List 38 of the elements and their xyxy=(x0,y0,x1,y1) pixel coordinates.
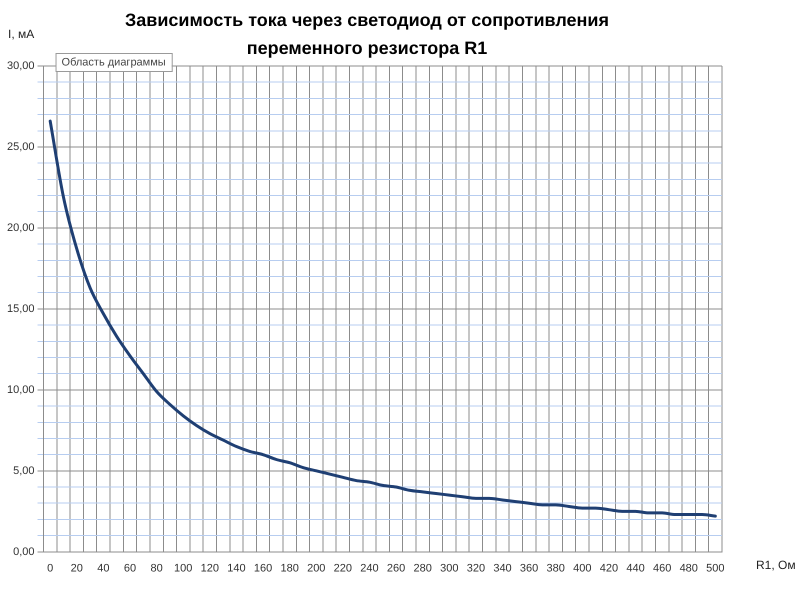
x-tick-label: 20 xyxy=(70,562,83,574)
y-tick-label: 30,00 xyxy=(6,60,35,72)
x-tick-label: 400 xyxy=(573,562,592,574)
y-tick-label: 15,00 xyxy=(6,302,35,315)
x-tick-label: 480 xyxy=(680,562,698,574)
x-tick-label: 340 xyxy=(493,562,512,574)
y-axis-title: I, мА xyxy=(8,27,34,41)
x-tick-label: 140 xyxy=(227,562,246,574)
x-tick-label: 0 xyxy=(47,562,54,574)
x-tick-label: 120 xyxy=(200,562,219,574)
x-tick-label: 320 xyxy=(466,562,486,574)
x-tick-label: 220 xyxy=(334,562,352,574)
x-tick-label: 180 xyxy=(280,562,299,574)
x-tick-label: 500 xyxy=(706,562,725,574)
y-tick-label: 10,00 xyxy=(6,384,35,396)
x-tick-label: 460 xyxy=(652,562,672,574)
x-tick-label: 360 xyxy=(520,562,538,574)
annotation: Область диаграммы xyxy=(62,56,166,69)
x-tick-label: 100 xyxy=(174,562,192,574)
y-tick-label: 25,00 xyxy=(6,141,35,153)
y-tick-label: 20,00 xyxy=(6,222,35,234)
x-tick-label: 440 xyxy=(626,562,645,574)
x-tick-label: 420 xyxy=(600,562,618,574)
x-tick-label: 280 xyxy=(413,562,432,574)
chart-title: Зависимость тока через светодиод от сопротивления переменного резистора R1 xyxy=(125,10,609,58)
x-axis-title: R1, Ом xyxy=(756,558,796,572)
x-tick-label: 200 xyxy=(307,562,326,574)
x-tick-label: 240 xyxy=(360,562,379,574)
x-tick-label: 260 xyxy=(386,562,406,574)
line-series xyxy=(48,120,717,518)
y-tick-label: 0,00 xyxy=(13,546,35,558)
y-tick-label: 5,00 xyxy=(13,464,35,477)
x-tick-label: 160 xyxy=(254,562,272,574)
x-tick-label: 380 xyxy=(546,562,565,574)
x-tick-label: 80 xyxy=(150,562,163,574)
x-tick-label: 40 xyxy=(97,562,110,574)
x-tick-label: 60 xyxy=(124,562,136,574)
x-tick-label: 300 xyxy=(440,562,458,574)
